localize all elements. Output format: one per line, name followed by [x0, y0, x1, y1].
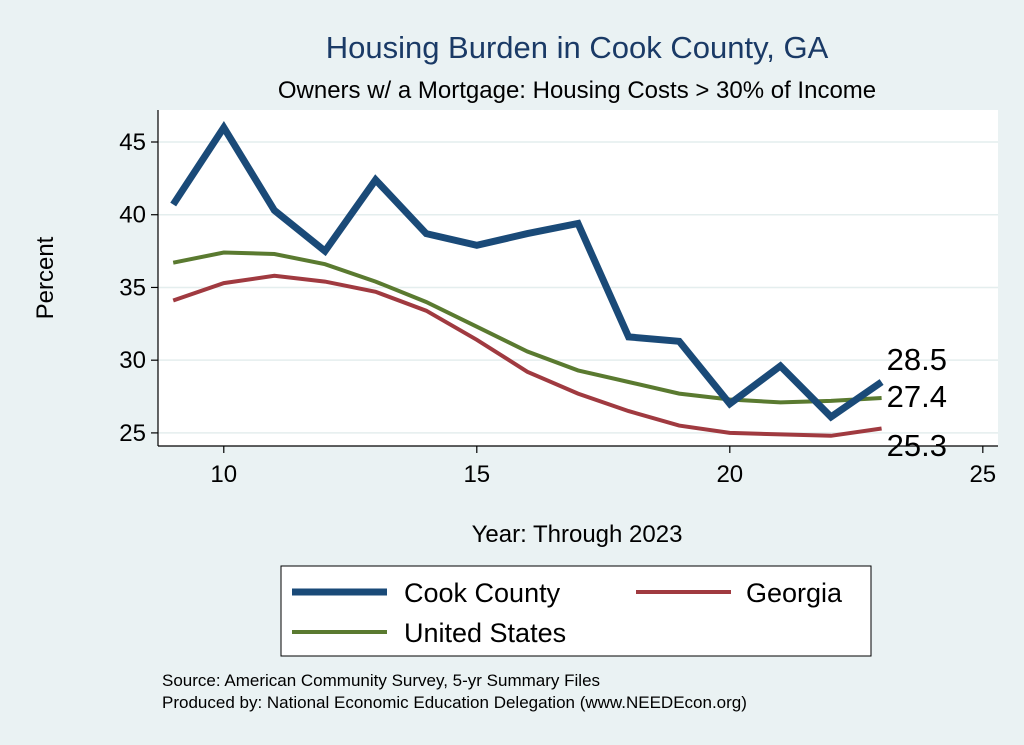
series-line-united-states	[172, 250, 882, 405]
end-labels: 28.5 25.3 27.4	[887, 342, 947, 463]
y-tick-label-35: 35	[119, 274, 146, 301]
end-label-georgia: 25.3	[887, 428, 947, 463]
end-label-united-states: 27.4	[887, 379, 947, 414]
producer-note: Produced by: National Economic Education…	[162, 693, 747, 712]
x-tick-label-20: 20	[716, 461, 743, 488]
y-tick-label-25: 25	[119, 420, 146, 447]
y-ticks: 25 30 35 40 45	[119, 129, 158, 447]
series-line-georgia	[172, 273, 882, 438]
legend-label-cook-county: Cook County	[404, 578, 561, 608]
legend: Cook County Georgia United States	[280, 565, 872, 657]
end-label-cook-county: 28.5	[887, 342, 947, 377]
legend-label-united-states: United States	[404, 618, 566, 648]
x-ticks: 10 15 20 25	[210, 446, 996, 488]
series-lines	[170, 120, 884, 438]
x-axis-label: Year: Through 2023	[472, 521, 683, 548]
x-tick-label-10: 10	[210, 461, 237, 488]
legend-label-georgia: Georgia	[746, 578, 843, 608]
chart-subtitle: Owners w/ a Mortgage: Housing Costs > 30…	[278, 77, 876, 104]
y-tick-label-45: 45	[119, 129, 146, 156]
source-note: Source: American Community Survey, 5-yr …	[162, 671, 600, 690]
y-tick-label-40: 40	[119, 202, 146, 229]
legend-box	[280, 565, 872, 657]
series-line-cook-county	[170, 120, 884, 422]
chart-title: Housing Burden in Cook County, GA	[326, 30, 829, 65]
x-tick-label-15: 15	[463, 461, 490, 488]
y-tick-label-30: 30	[119, 347, 146, 374]
x-tick-label-25: 25	[969, 461, 996, 488]
y-axis-label: Percent	[32, 236, 59, 319]
